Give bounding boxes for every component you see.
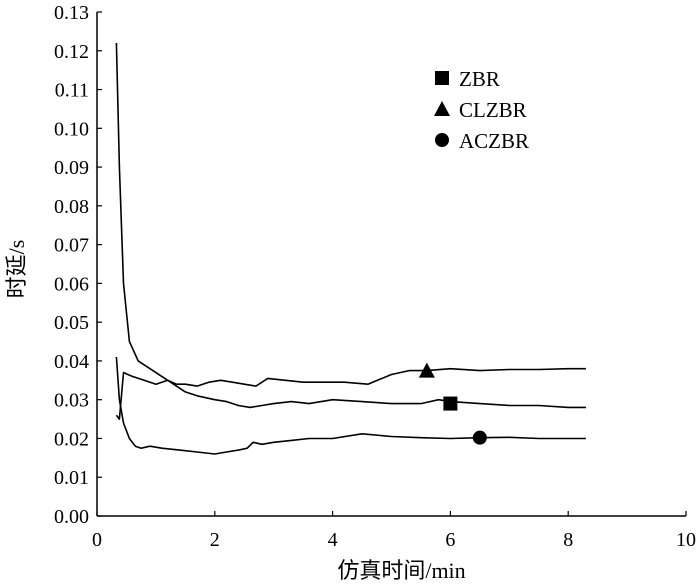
y-tick-label: 0.05 (54, 312, 89, 334)
y-tick-label: 0.12 (54, 41, 89, 63)
x-tick-label: 6 (445, 529, 455, 551)
legend-marker-zbr (435, 71, 449, 85)
series-line-clzbr (115, 367, 586, 420)
y-tick-label: 0.11 (55, 80, 89, 102)
legend-marker-aczbr (435, 133, 449, 147)
y-tick-label: 0.08 (54, 196, 89, 218)
series-line-aczbr (115, 356, 586, 455)
y-tick-label: 0.06 (54, 273, 89, 295)
chart-legend: ZBR CLZBR ACZBR (434, 67, 529, 153)
series-marker-aczbr (472, 430, 487, 445)
series-marker-zbr (443, 396, 458, 411)
y-tick-label: 0.00 (54, 506, 89, 528)
x-tick-label: 2 (210, 529, 220, 551)
legend-label-aczbr: ACZBR (459, 129, 529, 153)
series-layer (115, 42, 586, 455)
x-tick-label: 4 (328, 529, 338, 551)
y-tick-label: 0.07 (54, 235, 89, 257)
x-tick-label: 10 (676, 529, 696, 551)
x-tick-label: 0 (92, 529, 102, 551)
y-tick-label: 0.13 (54, 2, 89, 24)
x-tick-label: 8 (563, 529, 573, 551)
legend-label-clzbr: CLZBR (459, 98, 527, 122)
y-axis-title: 时延/s (4, 240, 29, 299)
y-tick-label: 0.10 (54, 118, 89, 140)
y-tick-label: 0.03 (54, 390, 89, 412)
y-tick-label: 0.09 (54, 157, 89, 179)
y-tick-label: 0.01 (54, 467, 89, 489)
legend-label-zbr: ZBR (459, 67, 500, 91)
legend-marker-clzbr (434, 101, 450, 116)
series-line-zbr (115, 42, 586, 409)
y-tick-label: 0.02 (54, 428, 89, 450)
axes-layer: 0.00 0.01 0.02 0.03 0.04 0.05 0.06 0.07 0.08 0.09… (54, 2, 696, 551)
x-axis-title: 仿真时间/min (337, 558, 465, 583)
series-marker-clzbr (418, 362, 435, 378)
y-tick-label: 0.04 (54, 351, 89, 373)
